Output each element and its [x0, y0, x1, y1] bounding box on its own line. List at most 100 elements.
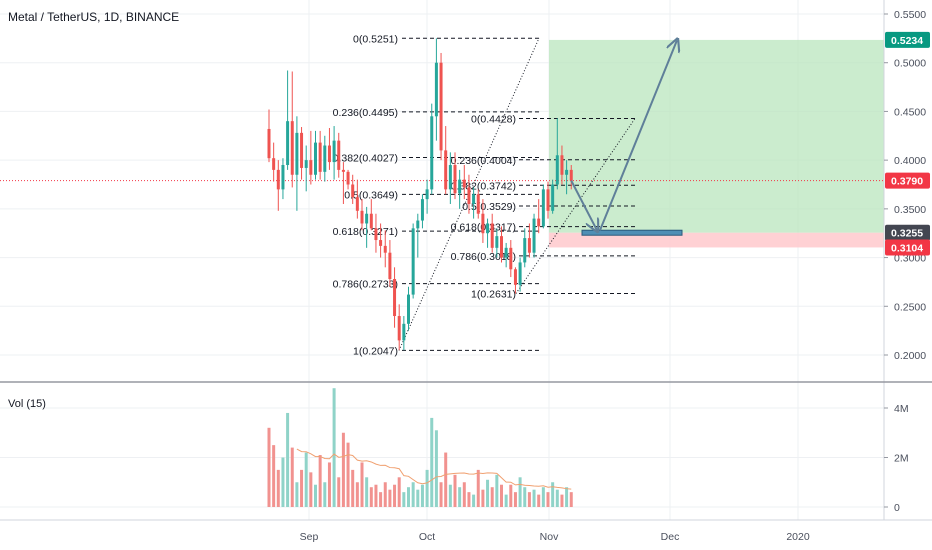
volume-bar	[462, 482, 466, 507]
volume-bar	[504, 494, 508, 507]
volume-bar	[509, 484, 513, 507]
volume-bar	[453, 474, 457, 507]
candle-body	[527, 238, 531, 253]
fib-level-label: 0(0.5251)	[353, 33, 398, 45]
volume-bar	[565, 487, 569, 507]
volume-bar	[490, 487, 494, 507]
candle-body	[486, 223, 490, 234]
volume-bar	[393, 484, 397, 507]
up-arrow	[599, 40, 677, 231]
candle-body	[541, 189, 545, 227]
candle-body	[411, 228, 415, 295]
volume-bar	[272, 445, 276, 507]
price-tick-label: 0.4500	[894, 106, 926, 118]
volume-bar	[360, 462, 364, 507]
candle-body	[327, 145, 331, 163]
candle-body	[388, 252, 392, 280]
volume-bar	[327, 462, 331, 507]
price-tag-box	[885, 172, 930, 189]
candle-body	[551, 184, 555, 211]
candle-body	[383, 245, 387, 253]
candle-body	[318, 142, 322, 172]
price-axis[interactable]: 0.5500 0.5000 0.4500 0.4000 0.3500 0.3000 0.25…	[884, 9, 926, 362]
candle-body	[467, 187, 471, 204]
volume-bar	[355, 482, 359, 507]
time-axis[interactable]: Sep Oct Nov Dec 2020	[300, 531, 810, 543]
volume-tick-label: 2M	[894, 453, 909, 465]
fib-level-label: 0.618(0.3271)	[333, 226, 398, 238]
fib-level-label: 0.236(0.4495)	[333, 107, 398, 119]
volume-bar	[513, 492, 517, 507]
volume-bar	[420, 484, 424, 507]
candle-body	[369, 213, 373, 229]
volume-bar	[397, 477, 401, 507]
candle-body	[490, 223, 494, 248]
candle-body	[337, 140, 341, 170]
candle-body	[500, 236, 503, 258]
candle-body	[272, 158, 276, 170]
candle-body	[523, 238, 527, 263]
price-tick-label: 0.5000	[894, 58, 926, 70]
volume-bar	[323, 482, 327, 507]
candle-body	[267, 128, 271, 159]
volume-bar	[472, 494, 476, 507]
candle-body	[397, 316, 401, 341]
candle-body	[472, 194, 476, 204]
candle-body	[504, 247, 508, 258]
volume-bar	[314, 484, 317, 507]
candle-body	[360, 210, 364, 224]
candle-body	[546, 189, 550, 211]
price-tag-box	[885, 31, 930, 48]
volume-bar	[309, 472, 313, 507]
time-tick-label: Sep	[300, 531, 319, 543]
fib-level-label: 0.382(0.4027)	[333, 153, 398, 165]
time-tick-label: 2020	[786, 531, 810, 543]
volume-bar	[337, 477, 341, 507]
candles	[267, 38, 573, 351]
projection-arrows	[570, 40, 677, 231]
volume-bar	[560, 494, 564, 507]
volume-bar	[532, 489, 536, 507]
candle-body	[341, 169, 345, 172]
volume-bar	[500, 484, 503, 507]
volume-bar	[518, 477, 522, 507]
volume-bar	[523, 487, 527, 507]
candle-body	[560, 155, 564, 175]
volume-bar	[458, 487, 462, 507]
candle-body	[402, 323, 406, 341]
volume-ma-line	[296, 448, 572, 490]
volume-bar	[402, 492, 406, 507]
candle-body	[416, 220, 420, 229]
volume-bar	[383, 482, 387, 507]
volume-bar	[332, 388, 336, 507]
volume-bar	[467, 492, 471, 507]
fib-level-label: 0.236(0.4004)	[451, 155, 516, 167]
price-tag-label: 0.3104	[891, 242, 923, 254]
volume-bar	[304, 452, 308, 507]
candle-body	[374, 228, 378, 241]
fib-level-label: 1(0.2047)	[353, 345, 398, 357]
candle-body	[509, 247, 513, 270]
candle-body	[448, 165, 452, 190]
price-tags: 0.5234 0.3790 0.3255 0.3104	[885, 31, 930, 256]
volume-bar	[369, 487, 373, 507]
volume-bar	[425, 469, 429, 507]
candle-body	[309, 160, 313, 175]
price-tick-label: 0.2500	[894, 301, 926, 313]
volume-bar	[281, 457, 285, 507]
candle-body	[332, 140, 336, 163]
candle-body	[537, 218, 541, 227]
volume-bar	[569, 492, 573, 507]
price-tag-label: 0.5234	[891, 35, 923, 47]
volume-bar	[346, 442, 350, 507]
candle-body	[569, 169, 573, 181]
time-tick-label: Oct	[419, 531, 435, 543]
fib-level-label: 0.5(0.3529)	[462, 201, 516, 213]
volume-bar	[527, 492, 531, 507]
volume-bars	[267, 388, 573, 507]
position-zones	[0, 39, 884, 248]
candle-body	[434, 62, 438, 117]
chart-title: Metal / TetherUS, 1D, BINANCE	[8, 10, 179, 24]
candle-body	[518, 262, 522, 285]
